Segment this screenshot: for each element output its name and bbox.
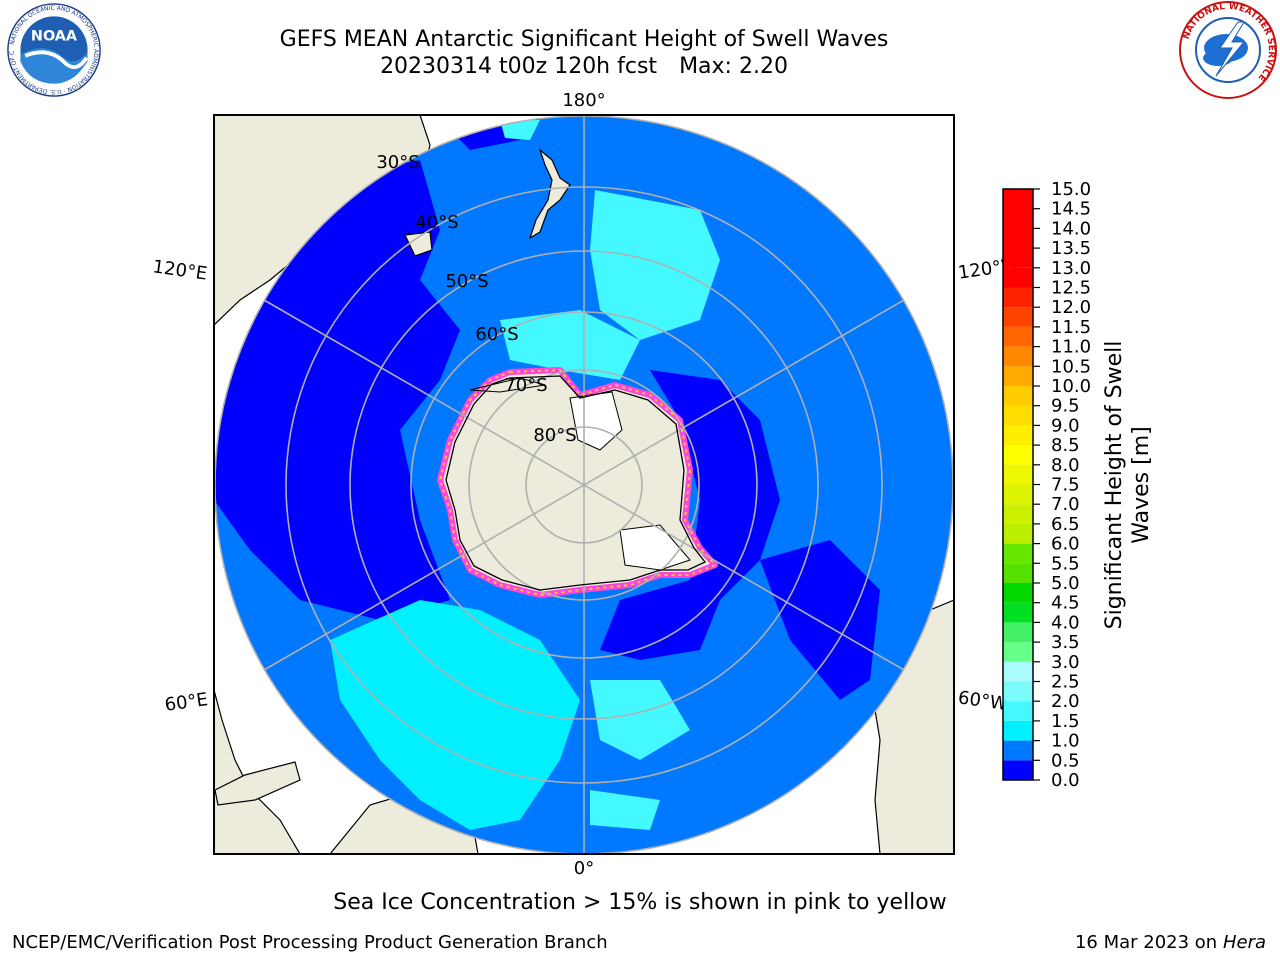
colorbar-band <box>1003 307 1033 327</box>
swell-high-patch-2 <box>500 120 540 140</box>
colorbar-band <box>1003 464 1033 485</box>
colorbar-tick-label: 1.5 <box>1051 711 1080 732</box>
swell-high-patch <box>590 790 660 830</box>
run-info: 20230314 t00z 120h fcst <box>380 54 658 79</box>
colorbar-band <box>1003 386 1033 406</box>
max-value: Max: 2.20 <box>679 54 788 79</box>
swell-low-pacific <box>600 370 780 660</box>
lat-label-70s: 70°S <box>504 375 547 396</box>
swell-high-atlantic <box>330 600 580 830</box>
colorbar-band <box>1003 720 1033 741</box>
land-africa-west <box>214 689 301 854</box>
colorbar-band <box>1003 287 1033 308</box>
colorbar-tick-label: 5.0 <box>1051 573 1080 594</box>
land-tasmania <box>404 231 433 257</box>
antarctica-coastline <box>445 375 707 591</box>
colorbar-band <box>1003 543 1033 564</box>
colorbar-tick-label: 6.0 <box>1051 534 1080 555</box>
colorbar-band <box>1003 484 1033 505</box>
colorbar-tick-label: 12.5 <box>1051 278 1091 299</box>
nws-logo: NATIONAL WEATHER SERVICE <box>1179 1 1277 99</box>
colorbar-tick-label: 1.0 <box>1051 731 1080 752</box>
footer-date-text: 16 Mar 2023 on <box>1074 932 1218 953</box>
colorbar-tick-label: 4.5 <box>1051 593 1080 614</box>
colorbar-tick-label: 9.5 <box>1051 396 1080 417</box>
swell-high-south-atlantic <box>590 680 690 760</box>
sea-ice-note: Sea Ice Concentration > 15% is shown in … <box>333 890 947 915</box>
colorbar-tick-label: 0.0 <box>1051 770 1080 791</box>
colorbar-tick-label: 2.5 <box>1051 672 1080 693</box>
swell-high-pacific-south <box>500 310 640 380</box>
colorbar-tick-label: 7.5 <box>1051 475 1080 496</box>
colorbar-band <box>1003 445 1033 465</box>
colorbar-tick-label: 2.0 <box>1051 691 1080 712</box>
colorbar-label-line-2: Waves [m] <box>1129 426 1154 544</box>
colorbar-tick-label: 15.0 <box>1051 179 1091 200</box>
colorbar-band <box>1003 425 1033 446</box>
colorbar-band <box>1003 642 1033 662</box>
lon-label-0: 0° <box>574 858 594 879</box>
ice-edge-yellow <box>438 368 717 597</box>
colorbar-tick-label: 13.0 <box>1051 258 1091 279</box>
colorbar-band <box>1003 366 1033 386</box>
colorbar-tick-label: 3.0 <box>1051 652 1080 673</box>
lat-label-50s: 50°S <box>445 271 488 292</box>
colorbar-tick-label: 12.0 <box>1051 297 1091 318</box>
colorbar-tick-label: 3.5 <box>1051 632 1080 653</box>
noaa-logo: NATIONAL OCEANIC AND ATMOSPHERIC ADMINIS… <box>6 2 101 97</box>
colorbar-tick-label: 4.0 <box>1051 612 1080 633</box>
colorbar-band <box>1003 602 1033 623</box>
colorbar-tick-label: 7.0 <box>1051 494 1080 515</box>
colorbar-tick-label: 9.0 <box>1051 415 1080 436</box>
land-new-zealand <box>528 148 571 240</box>
swell-high-pacific-north <box>590 190 720 340</box>
footer-branch: NCEP/EMC/Verification Post Processing Pr… <box>12 932 608 953</box>
colorbar-tick-label: 10.5 <box>1051 356 1091 377</box>
colorbar-tick-label: 5.5 <box>1051 553 1080 574</box>
footer-host: Hera <box>1222 932 1266 953</box>
colorbar-tick-label: 14.0 <box>1051 218 1091 239</box>
colorbar-band <box>1003 760 1033 780</box>
colorbar-band <box>1003 523 1033 544</box>
title-line-1: GEFS MEAN Antarctic Significant Height o… <box>279 27 889 52</box>
colorbar-band <box>1003 189 1033 268</box>
colorbar-band <box>1003 563 1033 583</box>
noaa-logo-text: NOAA <box>31 28 78 44</box>
swell-low-drake <box>760 540 880 700</box>
lat-label-60s: 60°S <box>475 324 518 345</box>
colorbar-band <box>1003 326 1033 347</box>
title-line-2: 20230314 t00z 120h fcst Max: 2.20 <box>0 54 1168 80</box>
lon-label-180: 180° <box>562 90 605 111</box>
lat-label-40s: 40°S <box>415 212 458 233</box>
colorbar-band <box>1003 267 1033 288</box>
lat-label-80s: 80°S <box>533 425 576 446</box>
colorbar-tick-label: 11.5 <box>1051 317 1091 338</box>
colorbar-band <box>1003 661 1033 682</box>
land-madagascar <box>214 761 301 806</box>
colorbar-band <box>1003 583 1033 603</box>
colorbar-band <box>1003 681 1033 702</box>
colorbar-band <box>1003 346 1033 367</box>
colorbar-tick-label: 0.5 <box>1051 750 1080 771</box>
colorbar-tick-label: 6.5 <box>1051 514 1080 535</box>
colorbar-band <box>1003 504 1033 524</box>
colorbar-band <box>1003 622 1033 643</box>
colorbar-band <box>1003 405 1033 426</box>
colorbar-tick-label: 10.0 <box>1051 376 1091 397</box>
colorbar-label: Significant Height of Swell Waves [m] <box>1101 341 1155 630</box>
footer-date: 16 Mar 2023 on Hera <box>1075 932 1266 953</box>
colorbar-tick-label: 11.0 <box>1051 337 1091 358</box>
colorbar-tick-label: 13.5 <box>1051 238 1091 259</box>
colorbar-label-line-1: Significant Height of Swell <box>1102 340 1127 630</box>
map-frame <box>213 114 955 855</box>
colorbar-tick-label: 14.5 <box>1051 199 1091 220</box>
colorbar-band <box>1003 701 1033 721</box>
lat-label-30s: 30°S <box>376 152 419 173</box>
colorbar-tick-label: 8.0 <box>1051 455 1080 476</box>
ice-shelf-ross <box>569 391 623 451</box>
colorbar-tick-label: 8.5 <box>1051 435 1080 456</box>
colorbar-band <box>1003 740 1033 761</box>
